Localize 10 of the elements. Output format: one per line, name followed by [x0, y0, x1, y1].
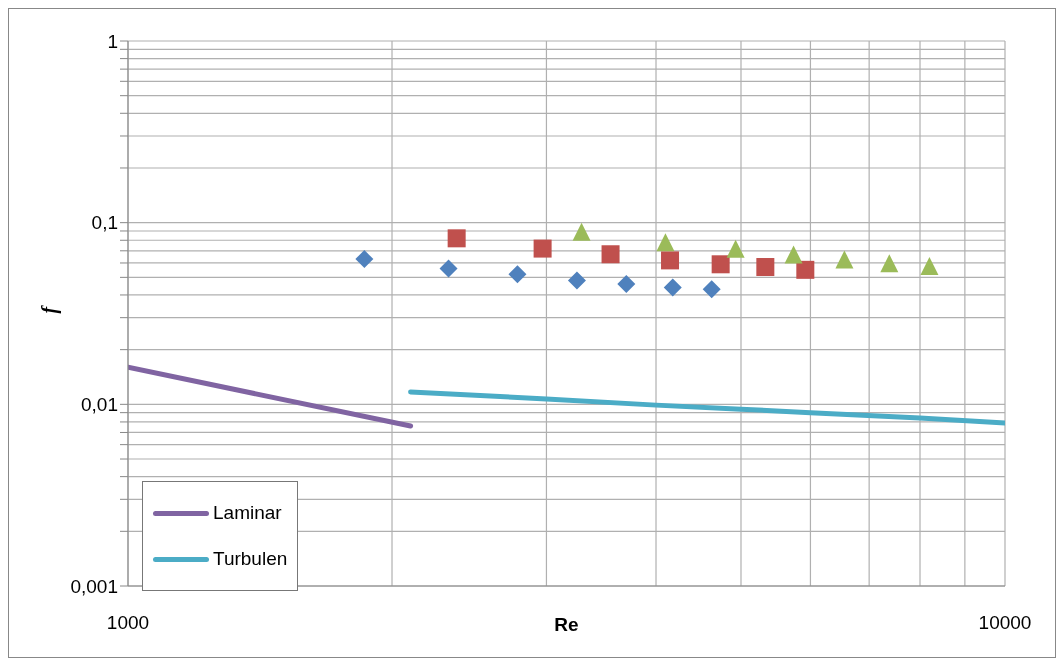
- y-tick-label: 0,1: [91, 212, 118, 234]
- y-tick-label: 0,001: [70, 575, 118, 597]
- legend-label: Turbulen: [213, 548, 288, 570]
- x-axis-title: Re: [554, 614, 579, 635]
- y-axis-title: f: [38, 304, 62, 314]
- x-tick-label: 10000: [978, 612, 1032, 634]
- y-tick-label: 1: [107, 30, 118, 52]
- x-tick-label: 1000: [106, 612, 150, 634]
- legend-label: Laminar: [213, 502, 282, 524]
- y-tick-label: 0,01: [81, 394, 118, 416]
